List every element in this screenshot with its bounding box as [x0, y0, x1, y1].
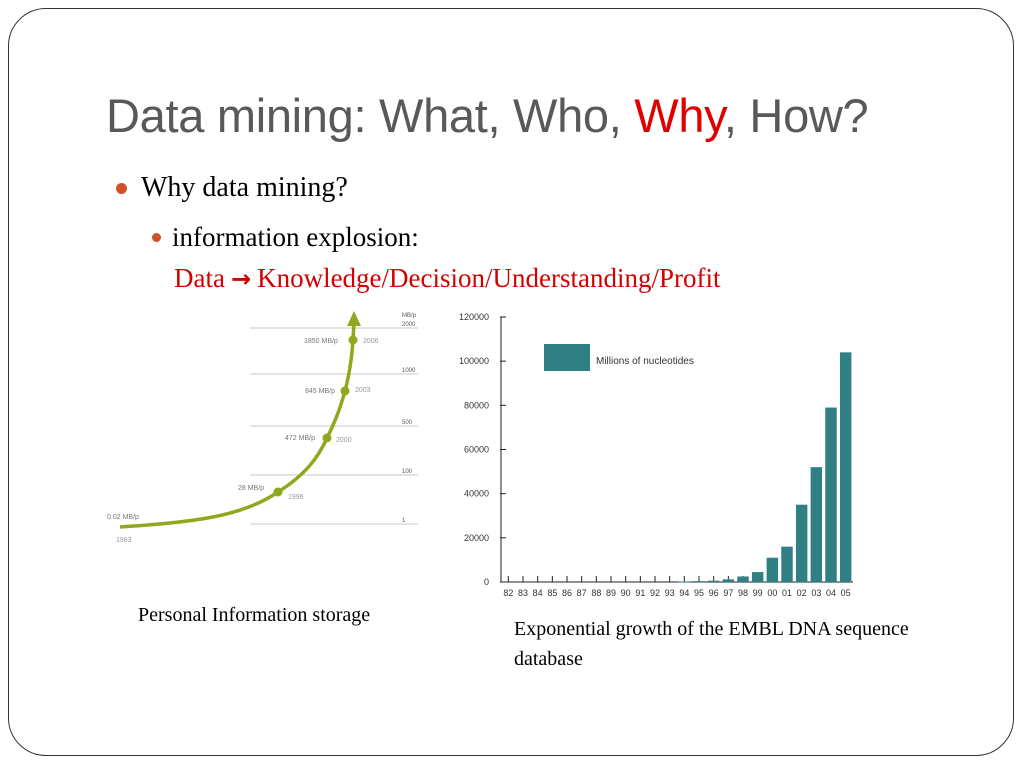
x-tick-label: 89 — [606, 588, 616, 598]
flow-data: Data — [174, 263, 225, 293]
data-label: 0.02 MB/p — [107, 514, 139, 521]
unit-label: MB/p — [402, 313, 417, 319]
year-label: 1983 — [116, 537, 132, 544]
slide-title: Data mining: What, Who, Why, How? — [106, 88, 869, 143]
storage-growth-chart: 2000 1000 500 100 1 MB/p 0.02 MB/p 1983 28 MB/p 1… — [107, 311, 418, 544]
bullet-dot — [152, 233, 161, 242]
x-tick-label: 97 — [723, 588, 733, 598]
year-label: 2006 — [363, 338, 379, 345]
x-tick-label: 91 — [635, 588, 645, 598]
year-label: 1996 — [288, 494, 304, 501]
x-tick-label: 02 — [797, 588, 807, 598]
x-tick-label: 90 — [621, 588, 631, 598]
x-tick-label: 82 — [503, 588, 513, 598]
y-tick-label: 20000 — [464, 533, 489, 543]
tick-label: 2000 — [402, 322, 416, 328]
x-tick-label: 99 — [753, 588, 763, 598]
x-tick-label: 95 — [694, 588, 704, 598]
data-label: 28 MB/p — [238, 485, 264, 492]
x-tick-label: 86 — [562, 588, 572, 598]
data-to-profit-line: Data → Knowledge/Decision/Understanding/Pr… — [174, 263, 721, 294]
tick-label: 1000 — [402, 368, 416, 374]
arrow-up-icon — [347, 311, 361, 326]
y-tick-label: 0 — [484, 577, 489, 587]
bullet-text: information explosion: — [172, 222, 419, 252]
y-tick-label: 80000 — [464, 400, 489, 410]
bar — [810, 467, 823, 582]
bar — [722, 579, 735, 582]
bar — [693, 581, 705, 583]
data-point — [273, 487, 283, 497]
caption-dna: Exponential growth of the EMBL DNA seque… — [514, 618, 909, 670]
bullet-dot — [116, 182, 127, 194]
x-tick-label: 04 — [826, 588, 836, 598]
title-suffix: , How? — [723, 89, 869, 142]
flow-rest: Knowledge/Decision/Understanding/Profit — [257, 263, 721, 293]
bullet-text: Why data mining? — [141, 172, 348, 203]
year-label: 2003 — [355, 387, 371, 394]
bar — [751, 572, 764, 582]
legend-label: Millions of nucleotides — [596, 356, 694, 367]
bar — [678, 581, 691, 583]
tick-label: 500 — [402, 420, 413, 426]
bar — [781, 546, 793, 582]
bullet-level-2: information explosion: — [152, 222, 419, 253]
x-tick-label: 84 — [533, 588, 543, 598]
title-emphasis: Why — [634, 89, 724, 142]
right-arrow-icon: → — [230, 265, 252, 293]
x-tick-label: 83 — [518, 588, 528, 598]
tick-label: 100 — [402, 469, 413, 475]
y-tick-label: 120000 — [459, 312, 489, 322]
bar — [795, 504, 808, 582]
data-label: 1850 MB/p — [304, 338, 338, 345]
tick-label: 1 — [402, 518, 406, 524]
x-tick-label: 92 — [650, 588, 660, 598]
bar — [825, 407, 837, 582]
data-label: 472 MB/p — [285, 435, 315, 442]
dna-database-bar-chart: 0 20000 40000 60000 80000 100000 120000 82 83 84 8… — [459, 312, 853, 598]
bar — [839, 352, 852, 582]
x-tick-label: 01 — [782, 588, 792, 598]
x-tick-label: 94 — [679, 588, 689, 598]
y-tick-label: 60000 — [464, 445, 489, 455]
growth-curve — [119, 321, 356, 529]
caption-storage: Personal Information storage — [138, 604, 371, 626]
x-tick-label: 05 — [841, 588, 851, 598]
x-tick-label: 96 — [709, 588, 719, 598]
year-label: 2000 — [336, 437, 352, 444]
x-tick-label: 93 — [665, 588, 675, 598]
x-tick-label: 85 — [547, 588, 557, 598]
legend-swatch — [544, 344, 590, 371]
bullet-level-1: Why data mining? — [116, 172, 348, 204]
x-tick-label: 88 — [591, 588, 601, 598]
y-tick-label: 100000 — [459, 356, 489, 366]
x-tick-label: 03 — [811, 588, 821, 598]
y-tick-label: 40000 — [464, 489, 489, 499]
title-prefix: Data mining: What, Who, — [106, 89, 635, 142]
x-tick-label: 87 — [577, 588, 587, 598]
data-point — [322, 433, 332, 443]
bar — [766, 557, 779, 582]
data-point — [340, 386, 350, 396]
x-tick-label: 98 — [738, 588, 748, 598]
x-tick-label: 00 — [767, 588, 777, 598]
data-label: 845 MB/p — [305, 388, 335, 395]
bar — [707, 580, 720, 582]
data-point — [348, 335, 358, 345]
bar — [737, 576, 749, 582]
